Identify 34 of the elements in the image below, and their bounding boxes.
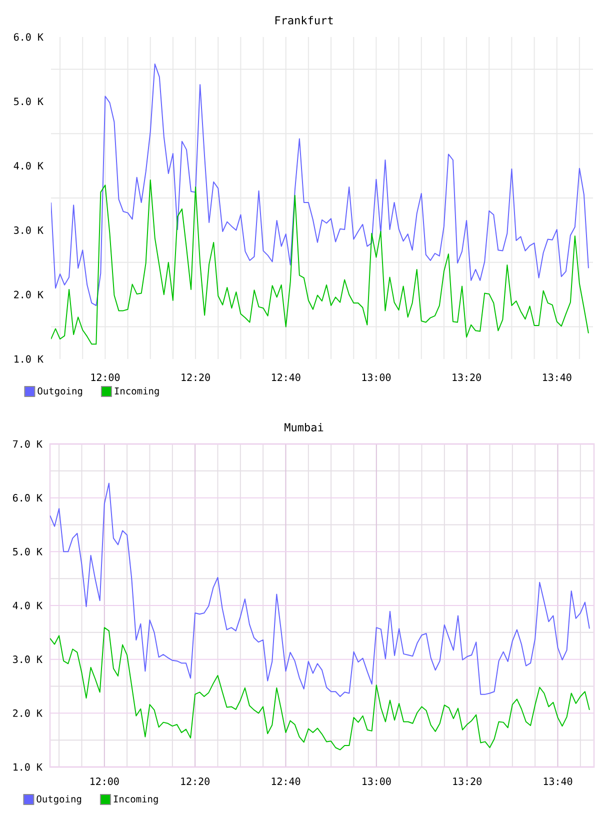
x-tick-label: 12:40 — [272, 778, 300, 786]
x-tick-label: 12:00 — [91, 374, 120, 382]
x-tick-label: 13:40 — [543, 374, 572, 382]
legend-label: Outgoing — [36, 795, 82, 804]
y-tick-label: 2.0 K — [14, 290, 44, 298]
x-tick-label: 12:20 — [181, 778, 210, 786]
x-tick-label: 12:20 — [182, 374, 210, 382]
legend-label: Incoming — [114, 795, 158, 804]
line-series — [51, 64, 589, 306]
y-tick-label: 6.0 K — [14, 33, 44, 41]
line-series — [50, 482, 590, 697]
y-tick-label: 5.0 K — [13, 548, 42, 556]
y-tick-label: 2.0 K — [13, 709, 42, 717]
line-series — [50, 627, 590, 750]
legend-label: Incoming — [114, 387, 159, 396]
legend-label: Outgoing — [38, 387, 82, 396]
y-tick-label: 7.0 K — [13, 440, 42, 448]
y-tick-label: 4.0 K — [12, 602, 42, 610]
y-tick-label: 6.0 K — [13, 494, 42, 502]
x-tick-label: 13:00 — [362, 374, 391, 382]
chart-title: Mumbai — [284, 422, 324, 432]
y-tick-label: 4.0 K — [14, 162, 44, 170]
x-tick-label: 13:00 — [362, 778, 391, 786]
y-tick-label: 3.0 K — [14, 226, 44, 234]
y-tick-label: 1.0 K — [14, 355, 44, 363]
x-tick-label: 12:40 — [272, 374, 300, 382]
x-tick-label: 13:20 — [452, 374, 481, 382]
y-tick-label: 1.0 K — [14, 763, 42, 771]
chart-title: Frankfurt — [275, 16, 333, 24]
y-tick-label: 5.0 K — [14, 98, 44, 106]
x-tick-label: 13:20 — [453, 778, 482, 786]
y-tick-label: 3.0 K — [13, 656, 42, 664]
x-tick-label: 13:40 — [544, 778, 572, 786]
x-tick-label: 12:00 — [90, 778, 119, 786]
